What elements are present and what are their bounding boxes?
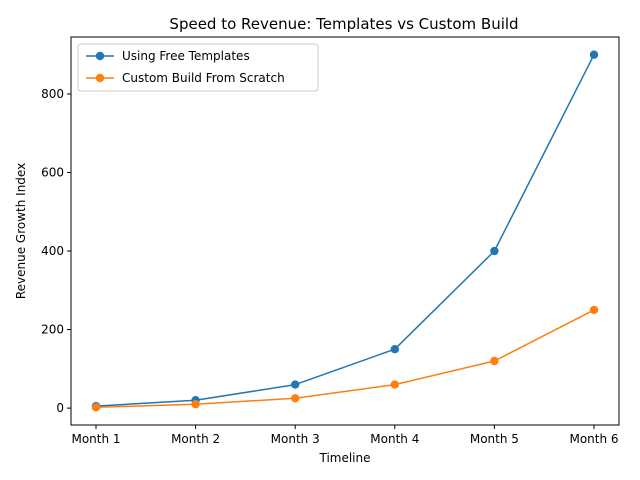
series-line [95,309,595,409]
x-axis-label: Timeline [318,451,370,465]
data-point [390,380,399,389]
y-tick-label: 800 [41,87,64,101]
x-axis: Month 1 Month 2 Month 3 Month 4 Month 5 Month… [71,425,619,446]
data-point [589,50,599,59]
chart-title: Speed to Revenue: Templates vs Custom Bu… [169,15,518,33]
x-tick-label: Month 1 [71,432,120,446]
data-point [490,356,499,366]
legend-item: Custom Build From Scratch [86,71,285,85]
legend-marker [95,73,105,83]
y-tick-label: 600 [41,165,64,179]
series-line [95,54,595,407]
plot-area [71,37,619,425]
y-axis: 0 200 400 600 800 [41,87,71,415]
data-point [390,345,399,354]
series-2 [91,305,599,412]
data-point [589,305,599,315]
x-tick-label: Month 6 [569,432,618,446]
series-layer [91,50,599,412]
y-tick-label: 0 [56,401,64,415]
x-tick-label: Month 5 [470,432,519,446]
legend-label: Using Free Templates [122,49,250,63]
x-tick-label: Month 2 [171,432,220,446]
legend-marker [95,51,105,61]
legend-item: Using Free Templates [86,49,250,63]
data-point [490,246,499,256]
legend: Using Free Templates Custom Build From Sc… [77,43,319,92]
legend-box [77,43,319,92]
y-tick-label: 400 [41,244,64,258]
data-point [91,403,101,412]
data-point [291,394,300,403]
y-tick-label: 200 [41,323,64,337]
y-axis-label: Revenue Growth Index [14,163,28,299]
plot-frame [70,36,620,426]
data-point [191,399,200,409]
x-tick-label: Month 4 [370,432,419,446]
legend-label: Custom Build From Scratch [122,71,285,85]
x-tick-label: Month 3 [271,432,320,446]
data-point [291,380,300,389]
